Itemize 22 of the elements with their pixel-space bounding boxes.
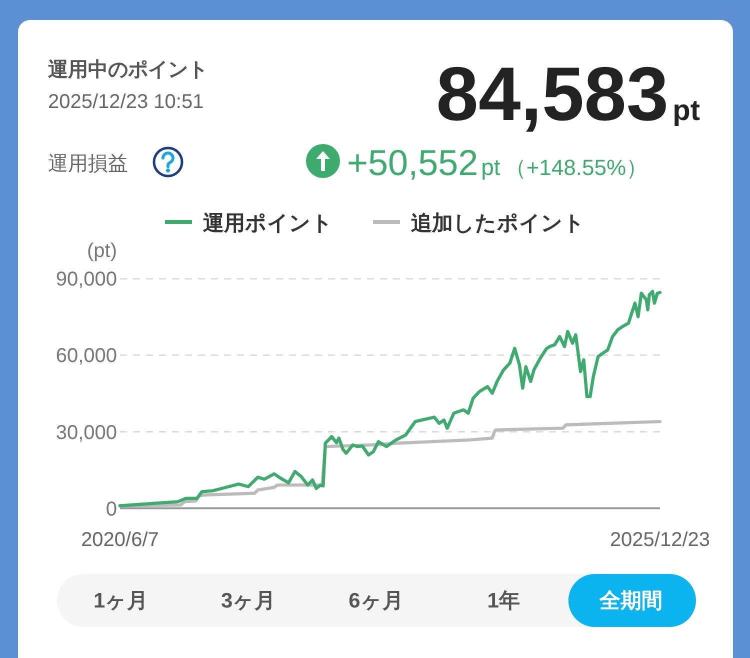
x-tick-label: 2020/6/7: [81, 529, 159, 551]
text: 6ヶ月: [348, 590, 404, 612]
text: （+148.55%）: [504, 155, 648, 180]
text: +50,552: [347, 142, 478, 183]
x-tick-label: 2025/12/23: [610, 529, 710, 551]
chart-title: 運用中のポイント: [47, 59, 208, 81]
y-axis-title: (pt): [87, 240, 117, 262]
y-tick-label: 60,000: [56, 345, 117, 368]
text: 3ヶ月: [221, 590, 276, 612]
y-tick-label: 0: [106, 498, 117, 520]
legend-label: 運用ポイント: [203, 212, 333, 235]
text: 1年: [487, 590, 520, 612]
text: 運用損益: [48, 153, 128, 175]
text: 84,583: [436, 52, 669, 137]
text: 全期間: [598, 590, 663, 612]
legend-label: 追加したポイント: [411, 212, 585, 235]
y-tick-label: 30,000: [56, 422, 117, 444]
chart-subtitle: 2025/12/23 10:51: [48, 91, 204, 113]
text: pt: [672, 95, 700, 127]
text: pt: [481, 154, 501, 180]
y-tick-label: 90,000: [56, 268, 117, 291]
text: 1ヶ月: [93, 590, 148, 612]
